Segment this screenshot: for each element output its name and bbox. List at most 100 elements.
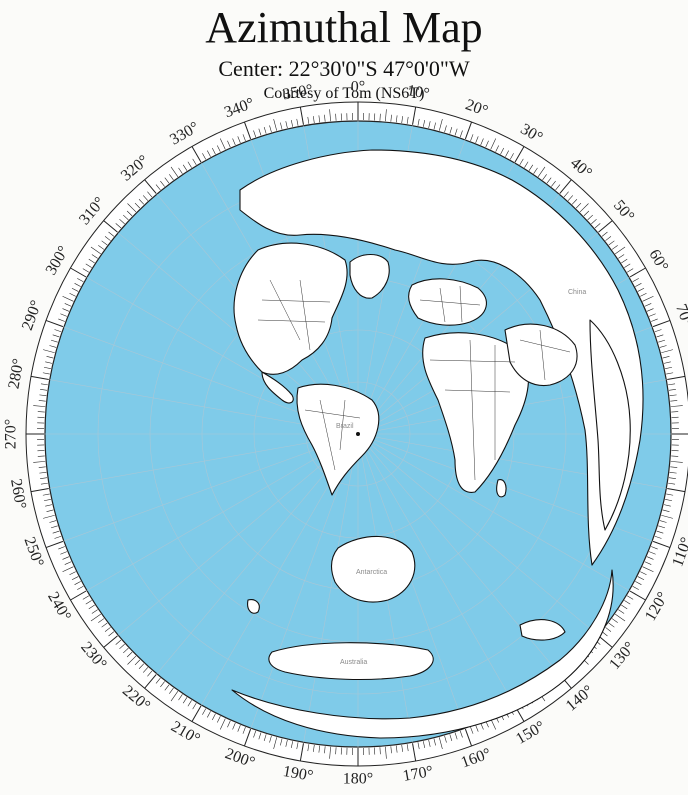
- degree-tick: [98, 618, 105, 623]
- degree-tick: [147, 191, 153, 198]
- degree-tick: [70, 590, 87, 601]
- degree-tick: [40, 477, 48, 479]
- degree-tick: [605, 236, 612, 241]
- degree-tick: [299, 743, 304, 762]
- degree-tick: [490, 138, 497, 150]
- degree-tick: [285, 739, 288, 747]
- degree-tick: [318, 115, 321, 123]
- degree-tick: [464, 728, 473, 747]
- bearing-label: 170°: [401, 763, 434, 785]
- degree-tick: [202, 153, 207, 160]
- degree-tick: [608, 240, 615, 246]
- degree-tick: [191, 705, 202, 722]
- land-middle-east: [504, 323, 578, 387]
- degree-tick: [269, 735, 272, 743]
- degree-tick: [642, 566, 654, 573]
- degree-tick: [60, 313, 67, 317]
- degree-tick: [428, 121, 431, 129]
- degree-tick: [123, 214, 129, 221]
- land-australia: [268, 642, 434, 681]
- degree-tick: [621, 258, 628, 264]
- degree-tick: [670, 400, 678, 402]
- degree-tick: [567, 195, 574, 201]
- bearing-label: 30°: [517, 121, 545, 147]
- degree-tick: [217, 145, 221, 152]
- degree-tick: [64, 561, 72, 565]
- degree-tick: [668, 482, 676, 485]
- degree-tick: [621, 604, 628, 610]
- degree-tick: [192, 702, 197, 710]
- degree-tick: [668, 477, 676, 479]
- degree-tick: [485, 140, 489, 148]
- degree-tick: [74, 581, 81, 585]
- degree-tick: [449, 734, 453, 742]
- degree-tick: [243, 728, 252, 747]
- degree-tick: [390, 114, 392, 122]
- degree-tick: [464, 121, 473, 140]
- degree-tick: [182, 697, 188, 704]
- degree-tick: [178, 694, 183, 701]
- degree-tick: [85, 600, 92, 605]
- degree-tick: [69, 293, 76, 297]
- degree-tick: [45, 504, 53, 507]
- degree-tick: [324, 746, 326, 754]
- bearing-label: 290°: [19, 298, 45, 332]
- degree-tick: [475, 725, 479, 732]
- degree-tick: [661, 349, 673, 354]
- bearing-label: 70°: [672, 302, 688, 329]
- degree-tick: [626, 268, 634, 273]
- degree-tick: [661, 514, 673, 519]
- degree-tick: [563, 191, 569, 198]
- degree-tick: [656, 334, 664, 338]
- degree-tick: [54, 329, 62, 333]
- degree-tick: [227, 140, 231, 148]
- degree-tick: [654, 535, 662, 539]
- degree-tick: [324, 114, 326, 122]
- degree-tick: [243, 121, 252, 140]
- degree-tick: [104, 627, 111, 632]
- degree-tick: [608, 622, 615, 628]
- degree-tick: [62, 295, 74, 302]
- degree-tick: [45, 319, 64, 328]
- degree-tick: [273, 737, 278, 749]
- degree-tick: [551, 180, 556, 187]
- degree-tick: [119, 643, 125, 650]
- degree-tick: [618, 609, 625, 614]
- degree-tick: [160, 681, 165, 688]
- degree-tick: [43, 349, 55, 354]
- degree-tick: [269, 125, 272, 133]
- degree-tick: [665, 366, 673, 370]
- degree-tick: [212, 713, 216, 721]
- degree-tick: [160, 180, 165, 187]
- degree-tick: [663, 361, 671, 364]
- degree-tick: [155, 677, 161, 684]
- degree-tick: [635, 581, 642, 585]
- degree-tick: [85, 263, 92, 268]
- degree-tick: [202, 708, 207, 715]
- degree-tick: [91, 254, 98, 259]
- degree-tick: [480, 138, 484, 146]
- degree-tick: [142, 667, 149, 673]
- degree-tick: [62, 566, 74, 573]
- degree-tick: [401, 744, 403, 752]
- degree-tick: [38, 400, 46, 402]
- degree-tick: [390, 746, 392, 754]
- degree-tick: [528, 164, 534, 171]
- land-southern-rim: [231, 569, 614, 739]
- degree-tick: [666, 372, 674, 375]
- land-europe: [408, 278, 487, 326]
- degree-tick: [417, 742, 420, 750]
- label-australia: Australia: [340, 659, 367, 666]
- degree-tick: [514, 146, 525, 163]
- degree-tick: [101, 240, 108, 246]
- bearing-label: 280°: [5, 357, 27, 390]
- degree-tick: [232, 722, 236, 730]
- degree-tick: [449, 126, 453, 134]
- degree-tick: [642, 295, 654, 302]
- degree-tick: [187, 700, 192, 707]
- degree-tick: [495, 145, 499, 152]
- degree-tick: [98, 245, 105, 250]
- degree-tick: [191, 146, 202, 163]
- bearing-label: 260°: [7, 477, 29, 510]
- degree-tick: [138, 663, 145, 669]
